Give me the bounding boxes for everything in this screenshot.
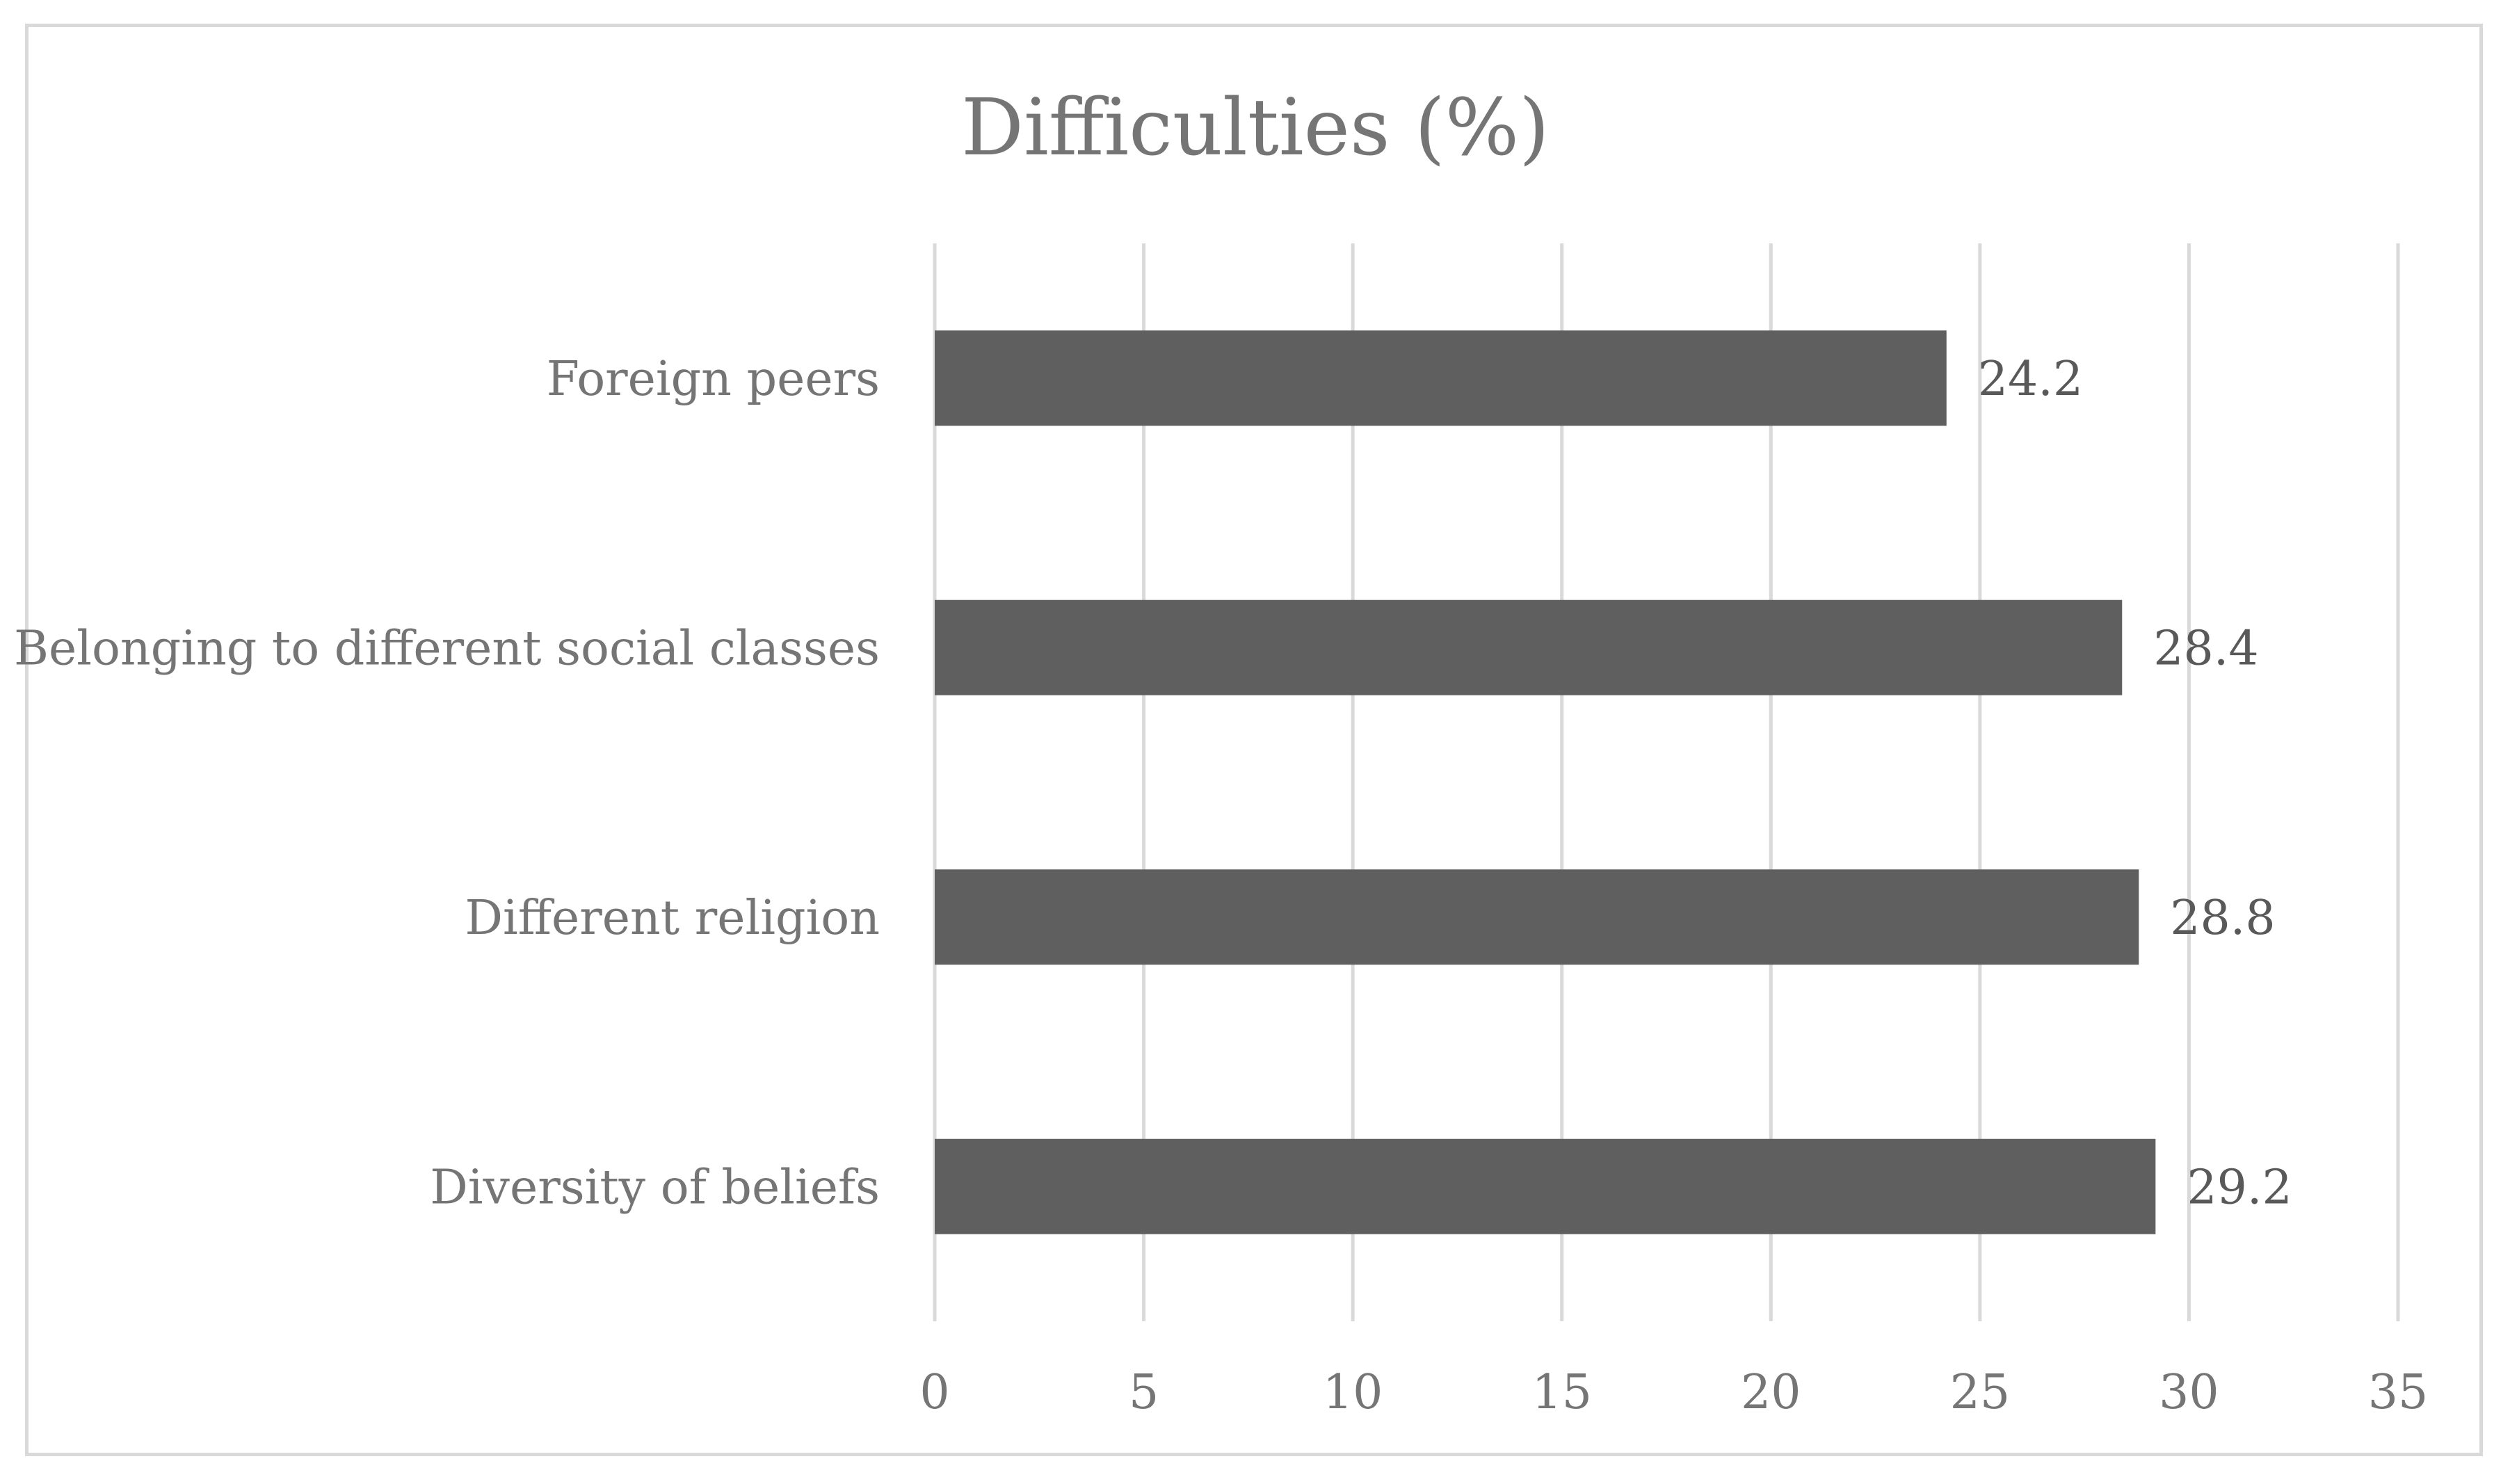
data-label: 24.2: [1978, 352, 2083, 407]
data-label: 28.8: [2170, 891, 2275, 946]
x-tick-label: 35: [2368, 1365, 2429, 1420]
data-label: 28.4: [2153, 621, 2258, 676]
category-label: Belonging to different social classes: [14, 621, 880, 676]
x-tick-label: 10: [1323, 1365, 1383, 1420]
x-axis-ticks: 0 5 10 15 20 25 30 35: [919, 1365, 2428, 1420]
x-tick-label: 20: [1741, 1365, 1801, 1420]
x-tick-label: 0: [919, 1365, 949, 1420]
category-label: Diversity of beliefs: [430, 1160, 880, 1215]
data-label: 29.2: [2187, 1160, 2292, 1215]
category-labels: Foreign peers Belonging to different soci…: [14, 352, 880, 1216]
x-tick-label: 25: [1950, 1365, 2011, 1420]
category-label: Different religion: [465, 891, 880, 946]
data-labels: 24.2 28.4 28.8 29.2: [1978, 352, 2292, 1216]
x-tick-label: 5: [1129, 1365, 1159, 1420]
category-label: Foreign peers: [547, 352, 880, 407]
bars: [935, 330, 2156, 1234]
x-tick-label: 15: [1531, 1365, 1592, 1420]
chart-title: Difficulties (%): [961, 83, 1550, 173]
bar: [935, 330, 1947, 426]
bar: [935, 599, 2123, 695]
bar: [935, 869, 2139, 965]
bar: [935, 1138, 2156, 1234]
x-tick-label: 30: [2159, 1365, 2219, 1420]
